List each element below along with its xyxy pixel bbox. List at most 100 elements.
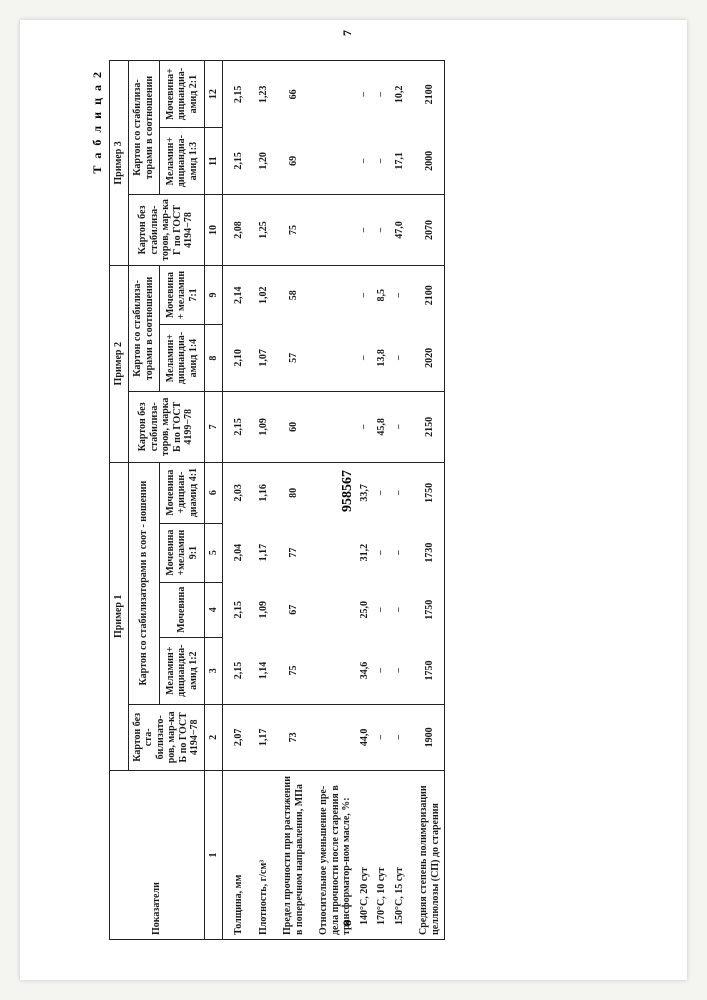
header-stab1: Картон со стабилизаторами в соот - ношен… [128,462,160,704]
row-label: Плотность, г/см³ [248,771,273,940]
table-cell: 1750 [408,462,445,523]
table-cell [308,128,356,195]
table-row: 140°С, 20 сут44,034,625,031,233,7−−−−−− [356,61,374,940]
table-cell: − [373,195,391,266]
row-label: Толщина, мм [223,771,248,940]
table-cell: 2,04 [223,523,248,582]
table-cell: 58 [272,265,308,324]
table-cell: − [391,523,409,582]
header-col2: Картон без ста-билизато-ров, мар-ка Б по… [128,704,204,770]
table-row: Толщина, мм2,072,152,152,042,032,152,102… [223,61,248,940]
table-cell: 2,03 [223,462,248,523]
table-cell: − [373,637,391,704]
table-cell: 77 [272,523,308,582]
colnum-6: 6 [204,462,223,523]
header-indicators: Показатели [110,771,205,940]
table-container: Т а б л и ц а 2 Показатели Пример 1 Прим… [90,60,445,940]
colnum-1: 1 [204,771,223,940]
table-cell: 67 [272,582,308,637]
table-cell: 1,20 [248,128,273,195]
table-cell [308,392,356,463]
table-cell: 1750 [408,582,445,637]
table-cell: − [373,523,391,582]
header-example2: Пример 2 [110,265,129,462]
page-number-left: 7 [340,30,355,36]
table-cell: − [391,325,409,392]
table-cell: 44,0 [356,704,374,770]
table-cell [308,523,356,582]
table-cell: 1750 [408,637,445,704]
table-row: Предел прочности при растяжении в попере… [272,61,308,940]
colnum-11: 11 [204,128,223,195]
table-cell: 66 [272,61,308,128]
colnum-9: 9 [204,265,223,324]
colnum-7: 7 [204,392,223,463]
header-example3: Пример 3 [110,61,129,266]
colnum-3: 3 [204,637,223,704]
table-header: Показатели Пример 1 Пример 2 Пример 3 Ка… [110,61,223,940]
table-cell: − [356,195,374,266]
table-cell: − [356,392,374,463]
table-cell: − [373,582,391,637]
table-cell: 2,15 [223,392,248,463]
table-cell: 80 [272,462,308,523]
table-cell: − [373,704,391,770]
colnum-5: 5 [204,523,223,582]
header-col7: Картон без стабилиза-торов, марка Б по Г… [128,392,204,463]
table-cell [308,195,356,266]
table-cell: − [373,462,391,523]
table-cell: 2100 [408,265,445,324]
table-cell: 1,23 [248,61,273,128]
table-cell: 2100 [408,61,445,128]
row-label: 170°С, 10 сут [373,771,391,940]
table-row: Относительное уменьшение пре-дела прочно… [308,61,356,940]
table-cell: − [373,128,391,195]
table-cell: 25,0 [356,582,374,637]
table-row: Средняя степень полимеризации целлюлозы … [408,61,445,940]
table-cell [308,265,356,324]
table-cell: 2,08 [223,195,248,266]
table-cell: 2,10 [223,325,248,392]
table-cell: 73 [272,704,308,770]
table-cell: 1,09 [248,582,273,637]
table-cell: 34,6 [356,637,374,704]
column-numbers-row: 1 2 3 4 5 6 7 8 9 10 11 12 [204,61,223,940]
row-label: Предел прочности при растяжении в попере… [272,771,308,940]
colnum-10: 10 [204,195,223,266]
table-cell: − [356,61,374,128]
header-col8: Меламин+ дициандиа-амид 1:4 [160,325,204,392]
table-cell: − [391,265,409,324]
table-row: 170°С, 10 сут−−−−−45,813,88,5−−− [373,61,391,940]
row-label: 150°С, 15 сут [391,771,409,940]
table-cell: 1,14 [248,637,273,704]
table-cell: − [356,265,374,324]
table-cell: 2020 [408,325,445,392]
table-cell: − [391,462,409,523]
table-cell: 57 [272,325,308,392]
table-cell [308,637,356,704]
table-cell: 2000 [408,128,445,195]
table-cell: 1,02 [248,265,273,324]
table-cell: 2070 [408,195,445,266]
table-cell: − [391,582,409,637]
header-stab3: Картон со стабилиза-торами в соотношении [128,61,160,195]
row-label: 140°С, 20 сут [356,771,374,940]
table-cell: 31,2 [356,523,374,582]
header-col6: Мочевина +дициан-диамид 4:1 [160,462,204,523]
table-cell: 1900 [408,704,445,770]
row-label: Средняя степень полимеризации целлюлозы … [408,771,445,940]
colnum-2: 2 [204,704,223,770]
table-cell: 2,15 [223,128,248,195]
table-cell: 1,17 [248,523,273,582]
table-cell: 13,8 [373,325,391,392]
table-cell: 33,7 [356,462,374,523]
table-caption: Т а б л и ц а 2 [90,60,105,940]
table-cell: 2,07 [223,704,248,770]
table-cell: − [391,704,409,770]
table-cell: 1730 [408,523,445,582]
header-stab2: Картон со стабилиза-торами в соотношении [128,265,160,391]
table-cell [308,582,356,637]
table-cell: − [391,637,409,704]
table-cell: 75 [272,195,308,266]
table-cell [308,325,356,392]
